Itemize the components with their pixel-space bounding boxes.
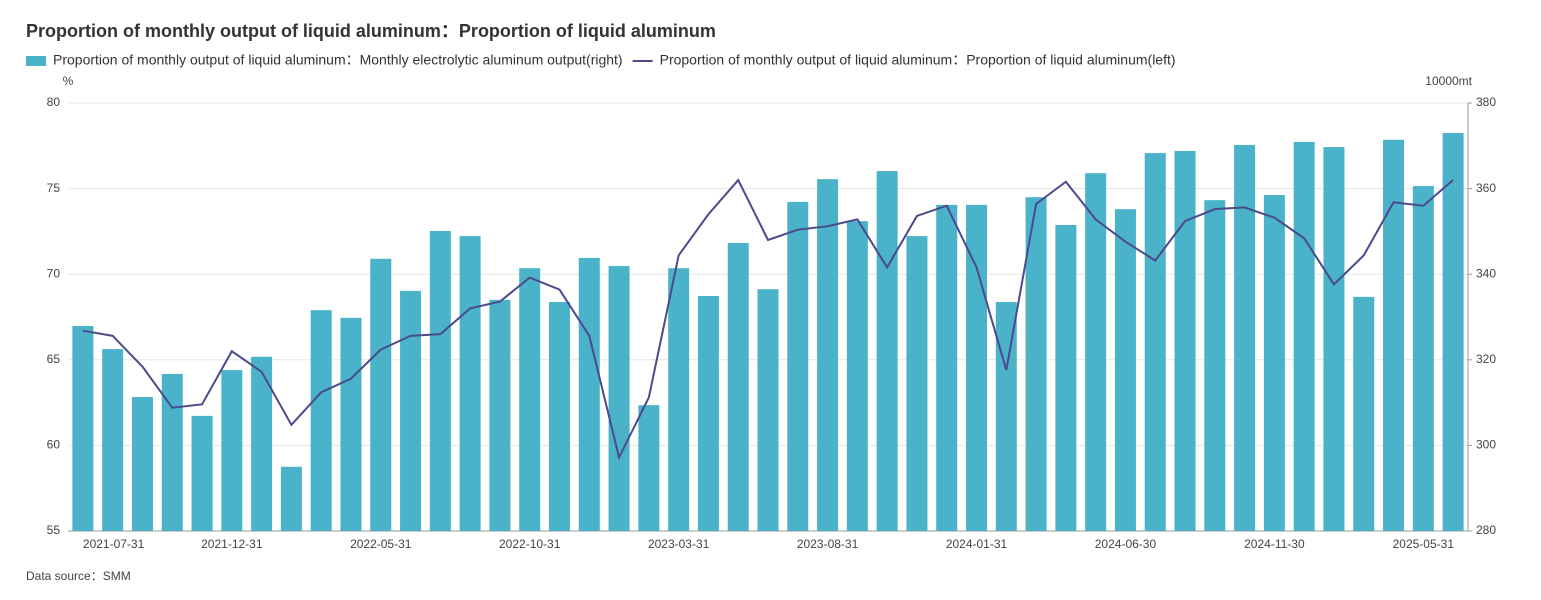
y-tick-label: 70 (47, 266, 61, 280)
bar (817, 179, 839, 531)
bar (727, 242, 749, 531)
x-tick-label: 2024-11-30 (1244, 537, 1305, 551)
x-tick-label: 2024-06-30 (1095, 537, 1157, 551)
y-unit: % (63, 74, 74, 88)
y2-tick-label: 280 (1476, 523, 1496, 537)
bar (310, 310, 332, 531)
bar (102, 349, 124, 531)
bar (638, 405, 660, 531)
bar (400, 290, 422, 531)
bar (1353, 296, 1375, 531)
bar (519, 268, 541, 531)
bar (1144, 153, 1166, 532)
x-tick-label: 2022-10-31 (499, 537, 561, 551)
y2-tick-label: 300 (1476, 438, 1496, 452)
y-tick-label: 60 (47, 438, 61, 452)
bar (1412, 186, 1434, 532)
bar (370, 258, 392, 531)
x-tick-label: 2023-03-31 (648, 537, 710, 551)
bar (191, 415, 213, 531)
y-tick-label: 80 (47, 95, 61, 109)
x-tick-label: 2024-01-31 (946, 537, 1008, 551)
bar (72, 325, 94, 531)
legend-label: Proportion of monthly output of liquid a… (53, 52, 623, 68)
x-tick-label: 2021-07-31 (83, 537, 145, 551)
bar (280, 466, 302, 531)
line (82, 178, 1454, 461)
x-tick-label: 2022-05-31 (350, 537, 412, 551)
bar (995, 302, 1017, 531)
bar (608, 266, 630, 531)
x-tick-label: 2021-12-31 (201, 537, 263, 551)
bar (1442, 132, 1464, 531)
legend-swatch (26, 56, 46, 66)
y2-tick-label: 360 (1476, 181, 1496, 195)
bar (489, 299, 511, 531)
bar (668, 268, 690, 531)
y-tick-label: 55 (47, 523, 61, 537)
x-tick-label: 2025-05-31 (1393, 537, 1455, 551)
bar (548, 302, 570, 531)
bar (1174, 150, 1196, 531)
bar (757, 289, 779, 531)
bar (251, 356, 273, 531)
y-tick-label: 75 (47, 181, 61, 195)
bar (846, 221, 868, 532)
x-tick-label: 2023-08-31 (797, 537, 859, 551)
bar (936, 204, 958, 531)
bar (1234, 144, 1256, 531)
bar (697, 296, 719, 531)
bar (429, 230, 451, 532)
bar (787, 201, 809, 532)
bar (876, 171, 898, 531)
y2-tick-label: 380 (1476, 95, 1496, 109)
bar (578, 257, 600, 531)
bar (906, 236, 928, 531)
y-tick-label: 65 (47, 352, 61, 366)
bar (1055, 224, 1077, 532)
legend-label: Proportion of monthly output of liquid a… (660, 52, 1176, 68)
source: Data source：SMM (26, 569, 131, 583)
y2-tick-label: 340 (1476, 266, 1496, 280)
bar (1025, 197, 1047, 531)
bar (459, 236, 481, 531)
y2-tick-label: 320 (1476, 352, 1496, 366)
bar (1293, 141, 1315, 531)
chart-title: Proportion of monthly output of liquid a… (26, 21, 716, 41)
bar (1204, 200, 1226, 531)
bar (1085, 173, 1107, 531)
bar (161, 373, 183, 531)
bar (221, 370, 243, 531)
bar (1383, 139, 1405, 532)
bar (1114, 209, 1136, 532)
bar (1263, 195, 1285, 531)
y2-unit: 10000mt (1425, 74, 1472, 88)
bar (340, 317, 362, 531)
bar (131, 397, 153, 531)
bar (1323, 147, 1345, 532)
